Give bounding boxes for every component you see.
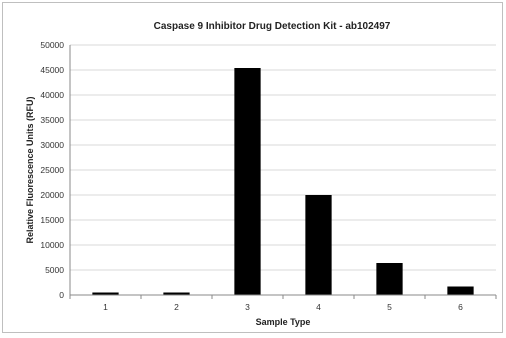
y-tick-label: 5000: [45, 265, 64, 275]
bar-5: [376, 263, 403, 295]
x-axis-label: Sample Type: [256, 317, 311, 327]
bars: [92, 68, 474, 295]
y-tick-label: 45000: [40, 65, 64, 75]
axes: [69, 45, 497, 299]
y-tick-label: 40000: [40, 90, 64, 100]
y-tick-label: 15000: [40, 215, 64, 225]
x-tick-label: 2: [174, 302, 179, 312]
bar-6: [447, 286, 474, 295]
y-tick-labels: 0 5000 10000 15000 20000 25000 30000 35000 40000…: [40, 40, 64, 300]
x-tick-label: 4: [316, 302, 321, 312]
y-tick-label: 35000: [40, 115, 64, 125]
x-tick-labels: 1 2 3 4 5 6: [103, 302, 463, 312]
bar-4: [305, 195, 332, 295]
x-tick-label: 3: [245, 302, 250, 312]
chart-title: Caspase 9 Inhibitor Drug Detection Kit -…: [154, 21, 391, 32]
bar-1: [92, 292, 119, 295]
y-tick-label: 0: [59, 290, 64, 300]
x-tick-label: 6: [458, 302, 463, 312]
y-tick-label: 50000: [40, 40, 64, 50]
bar-2: [163, 292, 190, 295]
bar-3: [234, 68, 261, 295]
y-tick-label: 10000: [40, 240, 64, 250]
y-axis-label: Relative Fluorescence Units (RFU): [25, 96, 35, 243]
x-tick-label: 5: [387, 302, 392, 312]
y-tick-label: 30000: [40, 140, 64, 150]
x-tick-label: 1: [103, 302, 108, 312]
y-tick-label: 20000: [40, 190, 64, 200]
gridlines: [70, 44, 496, 271]
y-tick-label: 25000: [40, 165, 64, 175]
